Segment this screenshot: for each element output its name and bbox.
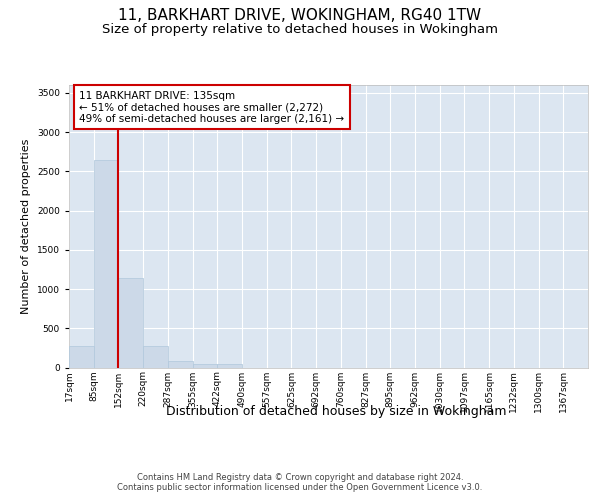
- Text: Distribution of detached houses by size in Wokingham: Distribution of detached houses by size …: [166, 405, 506, 418]
- Bar: [118, 278, 143, 368]
- Text: 11, BARKHART DRIVE, WOKINGHAM, RG40 1TW: 11, BARKHART DRIVE, WOKINGHAM, RG40 1TW: [118, 8, 482, 22]
- Bar: [193, 364, 217, 368]
- Text: Size of property relative to detached houses in Wokingham: Size of property relative to detached ho…: [102, 24, 498, 36]
- Text: Contains public sector information licensed under the Open Government Licence v3: Contains public sector information licen…: [118, 484, 482, 492]
- Bar: [69, 346, 94, 368]
- Bar: [94, 160, 118, 368]
- Text: Contains HM Land Registry data © Crown copyright and database right 2024.: Contains HM Land Registry data © Crown c…: [137, 474, 463, 482]
- Bar: [168, 361, 193, 368]
- Y-axis label: Number of detached properties: Number of detached properties: [22, 138, 31, 314]
- Bar: [143, 346, 168, 368]
- Text: 11 BARKHART DRIVE: 135sqm
← 51% of detached houses are smaller (2,272)
49% of se: 11 BARKHART DRIVE: 135sqm ← 51% of detac…: [79, 90, 344, 124]
- Bar: [217, 364, 242, 368]
